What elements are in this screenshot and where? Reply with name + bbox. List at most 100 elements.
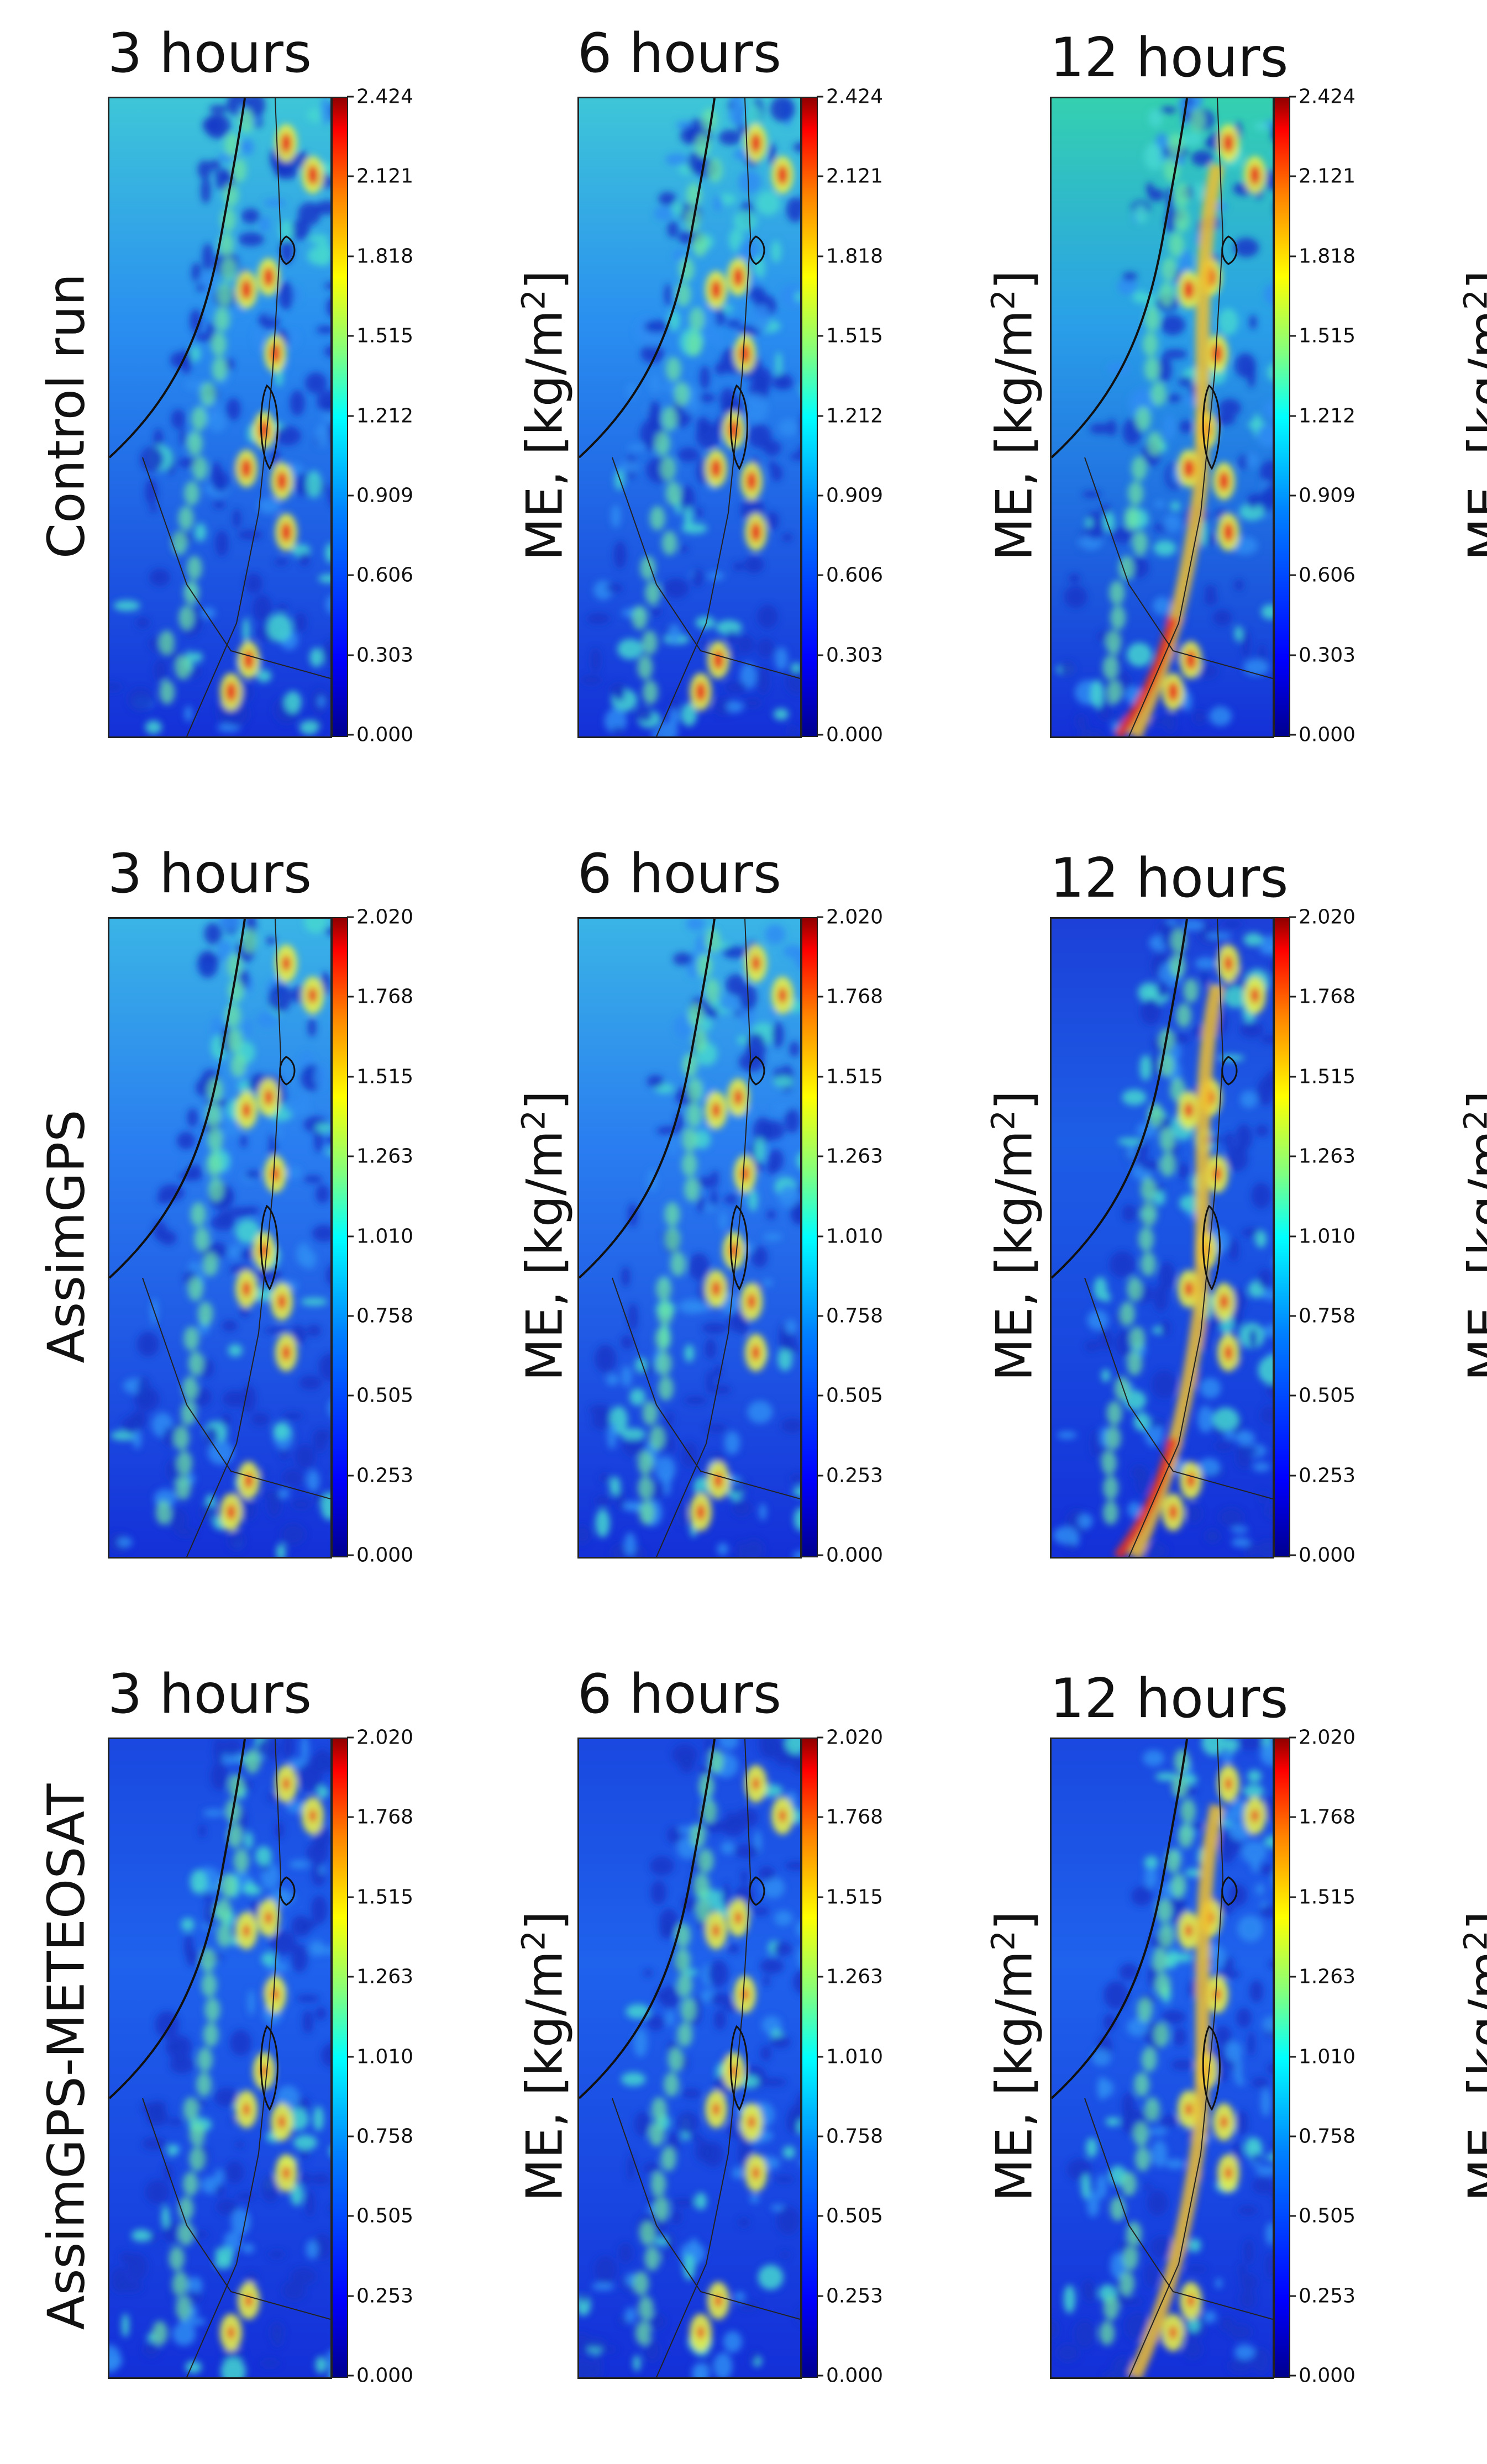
colorbar-tick-label: 1.818	[356, 245, 413, 267]
colorbar-tick-mark	[817, 176, 823, 177]
texture-blob	[633, 2355, 641, 2371]
texture-blob	[1232, 1538, 1251, 1547]
texture-blob	[1161, 2010, 1186, 2024]
texture-blob	[1119, 1330, 1129, 1339]
texture-blob	[624, 1533, 636, 1556]
texture-blob	[1136, 1467, 1150, 1494]
colorbar-tick-label: 1.768	[826, 1806, 883, 1829]
texture-blob	[1146, 182, 1153, 194]
texture-blob	[1203, 2310, 1216, 2323]
colorbar-label-exponent: 2	[1457, 1110, 1487, 1130]
colorbar-tick-label: 1.263	[1299, 1966, 1355, 1988]
colorbar-tick-label: 2.020	[1299, 906, 1355, 929]
colorbar-tick-mark	[817, 1976, 823, 1978]
texture-blob	[195, 523, 206, 541]
texture-blob	[248, 1989, 255, 2015]
texture-blob	[201, 177, 211, 204]
texture-blob	[640, 2221, 655, 2246]
colorbar-tick-mark	[817, 2215, 823, 2217]
hotspot-core	[281, 522, 292, 542]
colorbar-label-exponent: 2	[1457, 1930, 1487, 1951]
texture-blob	[183, 2097, 199, 2121]
texture-blob	[1132, 531, 1148, 555]
texture-blob	[268, 2251, 285, 2258]
hotspot-core	[753, 1777, 760, 1790]
texture-blob	[1174, 208, 1190, 232]
colorbar	[801, 97, 818, 737]
colorbar-tick-label: 1.768	[826, 986, 883, 1008]
texture-blob	[315, 2007, 326, 2020]
texture-blob	[1149, 146, 1162, 164]
colorbar	[1274, 97, 1290, 737]
colorbar-tick-mark	[347, 96, 354, 98]
texture-blob	[774, 708, 789, 720]
texture-blob	[785, 1319, 797, 1334]
texture-blob	[1243, 1784, 1264, 1798]
texture-blob	[1236, 1430, 1255, 1445]
texture-blob	[773, 1076, 793, 1087]
texture-blob	[1124, 506, 1139, 530]
hotspot-core	[309, 1809, 317, 1822]
hotspot-core	[1170, 2326, 1177, 2339]
texture-blob	[638, 2296, 654, 2320]
texture-blob	[1226, 1145, 1248, 1172]
texture-blob	[1104, 1981, 1129, 2009]
texture-blob	[671, 2209, 682, 2224]
hotspot-core	[283, 2167, 290, 2179]
texture-blob	[1153, 1284, 1168, 1312]
texture-blob	[297, 1763, 322, 1792]
texture-blob	[202, 243, 213, 271]
colorbar-tick-label: 0.909	[826, 484, 883, 507]
hotspot-core	[747, 1294, 756, 1310]
texture-blob	[670, 1252, 686, 1276]
texture-blob	[306, 2240, 318, 2259]
texture-blob	[1135, 2147, 1150, 2171]
heatmap-map	[108, 97, 332, 738]
texture-blob	[194, 1227, 209, 1251]
colorbar-tick-mark	[347, 1315, 354, 1317]
texture-blob	[289, 1860, 309, 1868]
colorbar-tick-mark	[817, 415, 823, 417]
hotspot-core	[270, 344, 281, 364]
colorbar-tick-mark	[817, 1555, 823, 1556]
texture-blob	[1171, 2060, 1194, 2070]
texture-blob	[197, 951, 218, 978]
texture-blob	[169, 2246, 185, 2271]
texture-blob	[308, 1018, 317, 1037]
colorbar-tick-mark	[817, 494, 823, 496]
colorbar-tick-label: 0.505	[826, 1384, 883, 1407]
colorbar-tick-label: 0.758	[826, 2125, 883, 2147]
texture-blob	[1109, 581, 1125, 605]
texture-blob	[705, 1338, 716, 1359]
texture-blob	[677, 1973, 692, 1997]
texture-blob	[664, 2072, 679, 2097]
texture-blob	[654, 206, 673, 221]
texture-blob	[725, 681, 747, 693]
texture-blob	[1179, 376, 1193, 386]
texture-blob	[695, 2193, 707, 2210]
texture-blob	[276, 604, 288, 611]
texture-blob	[306, 2189, 315, 2217]
colorbar	[801, 1738, 818, 2378]
texture-blob	[723, 2331, 742, 2352]
texture-blob	[777, 1347, 792, 1371]
texture-blob	[228, 1344, 243, 1356]
texture-blob	[1205, 593, 1217, 606]
hotspot-core	[713, 2103, 720, 2115]
texture-blob	[1201, 967, 1208, 988]
texture-blob	[175, 655, 191, 680]
texture-blob	[686, 1103, 702, 1127]
texture-blob	[279, 220, 293, 241]
colorbar-tick-label: 0.303	[356, 644, 413, 666]
texture-blob	[217, 282, 233, 307]
texture-blob	[1218, 399, 1241, 417]
colorbar-tick-mark	[817, 255, 823, 257]
texture-blob	[675, 1948, 690, 1972]
texture-blob	[734, 1808, 758, 1828]
texture-blob	[1239, 2273, 1258, 2291]
texture-blob	[216, 530, 229, 556]
texture-blob	[1086, 2138, 1097, 2158]
texture-blob	[1082, 2279, 1094, 2298]
texture-blob	[681, 1998, 696, 2022]
colorbar-tick-label: 0.303	[1299, 644, 1355, 666]
